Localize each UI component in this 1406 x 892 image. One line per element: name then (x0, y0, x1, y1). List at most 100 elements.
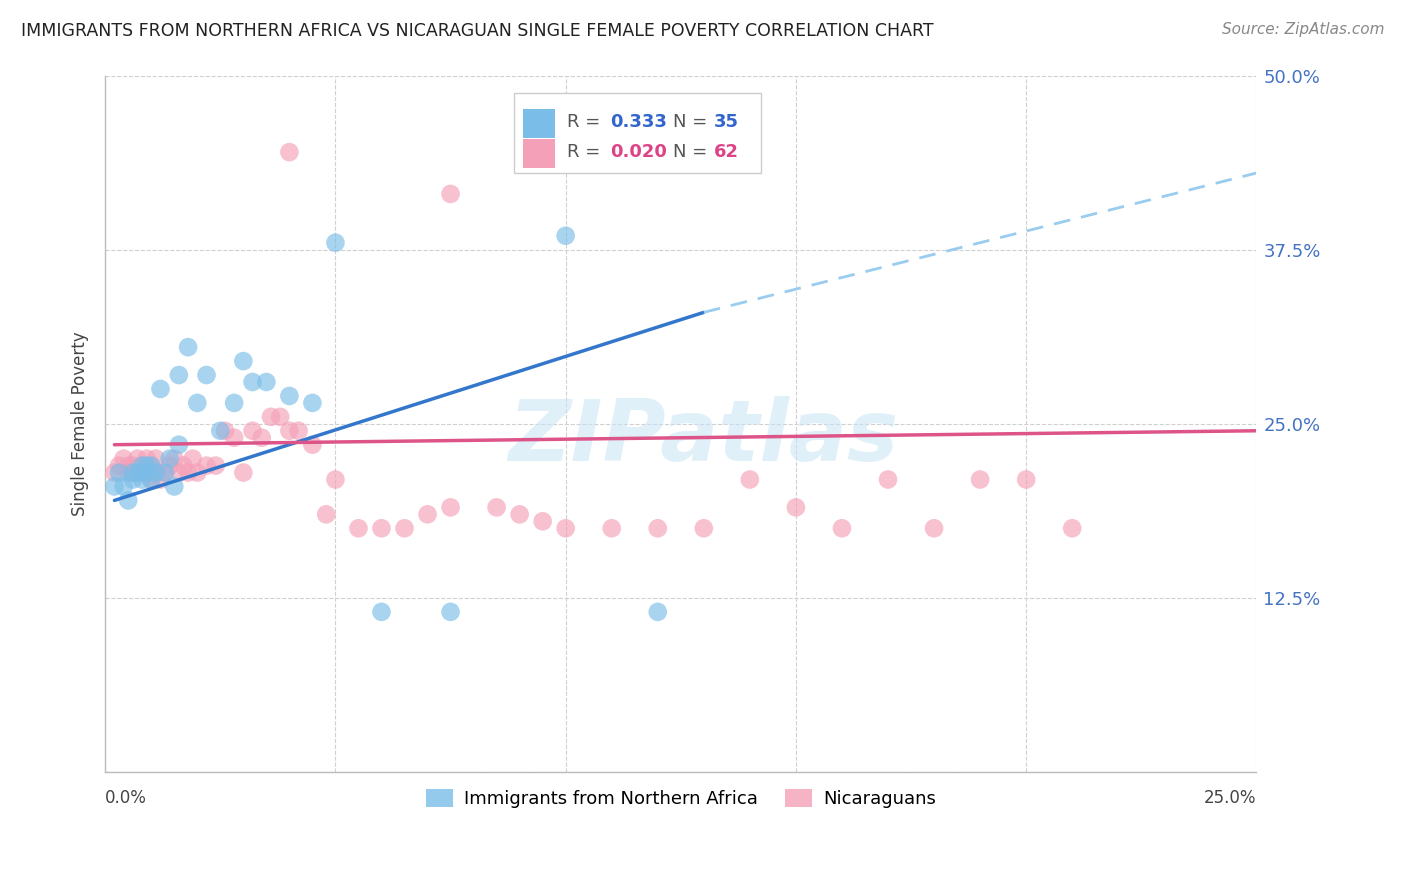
Point (254, 375, 277, 389)
Point (301, 438, 323, 452)
Point (301, 396, 323, 410)
Text: 35: 35 (714, 113, 740, 131)
Point (877, 473, 900, 487)
Point (287, 424, 309, 438)
Point (600, 521, 623, 535)
Point (831, 521, 853, 535)
Point (117, 466, 139, 480)
Point (163, 479, 186, 493)
Point (135, 451, 157, 466)
Point (370, 605, 392, 619)
FancyBboxPatch shape (513, 93, 762, 173)
Y-axis label: Single Female Poverty: Single Female Poverty (72, 332, 89, 516)
Point (315, 508, 337, 522)
Point (127, 451, 149, 466)
Point (370, 521, 392, 535)
Legend: Immigrants from Northern Africa, Nicaraguans: Immigrants from Northern Africa, Nicarag… (419, 781, 943, 815)
Point (103, 479, 125, 493)
Point (131, 458, 153, 473)
Point (153, 466, 176, 480)
Text: 0.0%: 0.0% (105, 789, 148, 807)
Point (159, 451, 181, 466)
Point (278, 389, 301, 403)
Point (149, 382, 172, 396)
Point (121, 466, 143, 480)
Point (242, 424, 264, 438)
Point (177, 466, 200, 480)
Point (141, 473, 163, 487)
Point (112, 451, 135, 466)
Point (135, 466, 157, 480)
Point (167, 438, 190, 452)
Text: IMMIGRANTS FROM NORTHERN AFRICA VS NICARAGUAN SINGLE FEMALE POVERTY CORRELATION : IMMIGRANTS FROM NORTHERN AFRICA VS NICAR… (21, 22, 934, 40)
FancyBboxPatch shape (523, 109, 555, 138)
Text: R =: R = (567, 113, 606, 131)
Point (260, 409, 283, 424)
Point (1062, 521, 1084, 535)
Point (439, 500, 461, 515)
Point (149, 473, 172, 487)
Point (145, 466, 167, 480)
Point (242, 375, 264, 389)
Point (693, 521, 716, 535)
Point (121, 473, 143, 487)
Point (204, 458, 226, 473)
Point (121, 466, 143, 480)
Text: R =: R = (567, 143, 606, 161)
Point (347, 521, 370, 535)
Point (127, 466, 149, 480)
Point (159, 458, 181, 473)
Point (141, 458, 163, 473)
Point (647, 521, 669, 535)
Point (108, 458, 131, 473)
Point (269, 409, 291, 424)
Point (394, 521, 416, 535)
Point (278, 424, 301, 438)
Point (167, 368, 190, 382)
Point (922, 521, 945, 535)
Point (112, 479, 135, 493)
Point (224, 431, 246, 445)
Point (325, 235, 347, 250)
Point (131, 473, 153, 487)
Point (278, 145, 301, 160)
Point (531, 514, 554, 528)
FancyBboxPatch shape (523, 139, 555, 169)
Point (232, 354, 254, 368)
Point (177, 340, 200, 354)
Text: N =: N = (672, 143, 713, 161)
Point (145, 451, 167, 466)
Point (785, 500, 807, 515)
Point (509, 508, 531, 522)
Point (224, 396, 246, 410)
Point (232, 466, 254, 480)
Point (141, 473, 163, 487)
Point (209, 424, 232, 438)
Point (131, 466, 153, 480)
Point (103, 466, 125, 480)
Point (186, 466, 208, 480)
Text: 0.020: 0.020 (610, 143, 668, 161)
Text: Source: ZipAtlas.com: Source: ZipAtlas.com (1222, 22, 1385, 37)
Text: 62: 62 (714, 143, 740, 161)
Point (141, 458, 163, 473)
Text: 0.333: 0.333 (610, 113, 668, 131)
Point (173, 458, 195, 473)
Point (1015, 473, 1038, 487)
Point (647, 605, 669, 619)
Point (145, 466, 167, 480)
Point (117, 493, 139, 508)
Point (195, 458, 218, 473)
Point (135, 458, 157, 473)
Point (117, 458, 139, 473)
Point (214, 424, 236, 438)
Point (135, 466, 157, 480)
Point (250, 431, 273, 445)
Point (325, 473, 347, 487)
Point (195, 368, 218, 382)
Point (153, 466, 176, 480)
Text: 25.0%: 25.0% (1204, 789, 1257, 807)
Point (167, 466, 190, 480)
Point (163, 451, 186, 466)
Point (186, 396, 208, 410)
